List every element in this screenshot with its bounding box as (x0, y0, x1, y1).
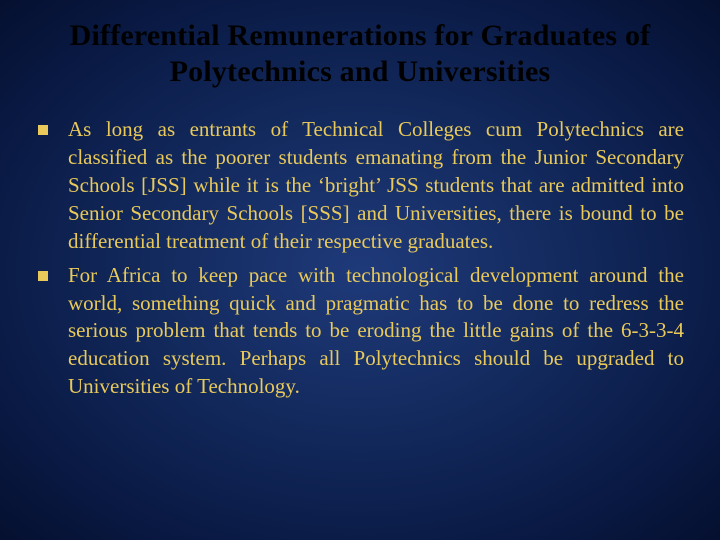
list-item: For Africa to keep pace with technologic… (36, 262, 684, 402)
slide: Differential Remunerations for Graduates… (0, 0, 720, 540)
square-bullet-icon (38, 125, 48, 135)
bullet-list: As long as entrants of Technical College… (36, 116, 684, 401)
bullet-text: For Africa to keep pace with technologic… (68, 263, 684, 399)
list-item: As long as entrants of Technical College… (36, 116, 684, 256)
bullet-text: As long as entrants of Technical College… (68, 117, 684, 253)
square-bullet-icon (38, 271, 48, 281)
slide-title: Differential Remunerations for Graduates… (36, 18, 684, 90)
